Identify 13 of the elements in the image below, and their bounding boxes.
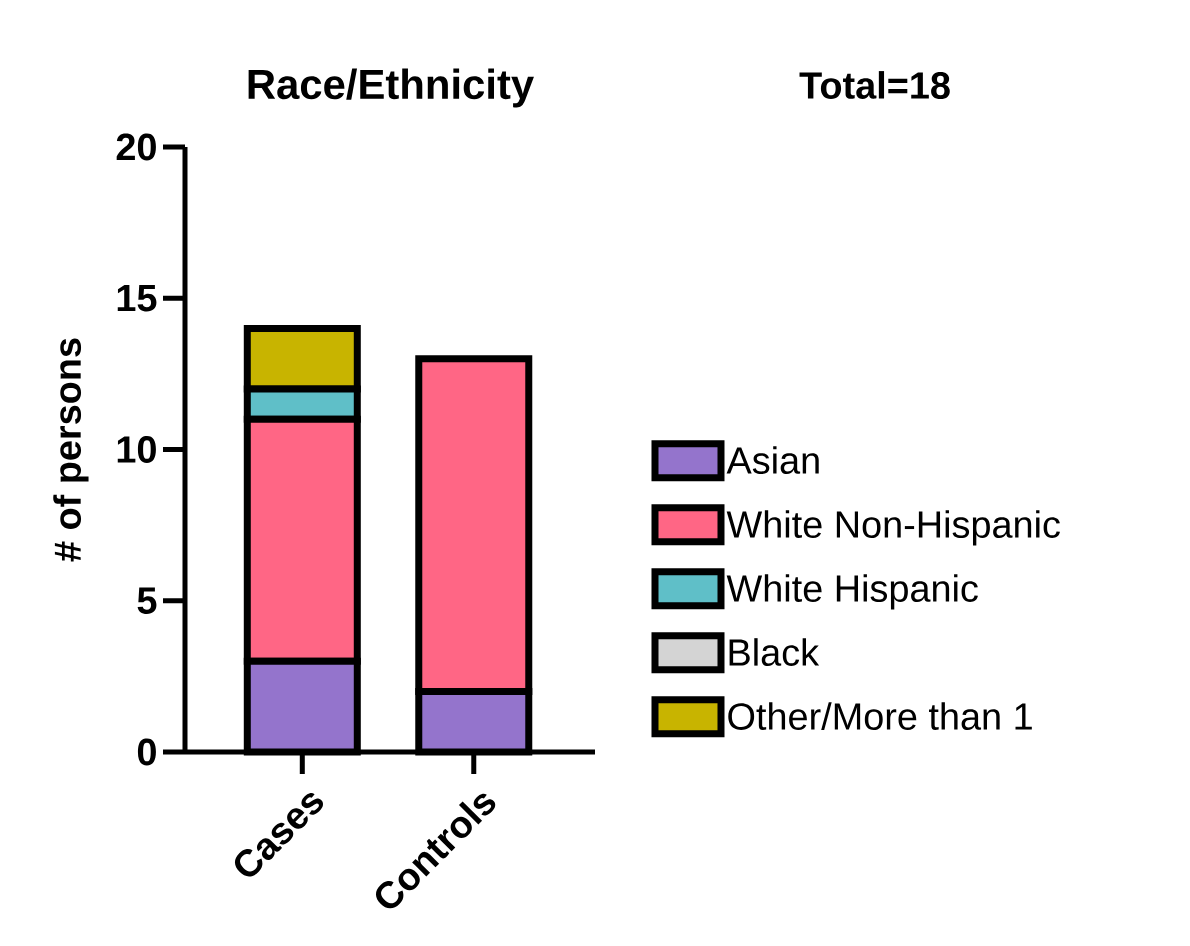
legend-label: White Non-Hispanic	[726, 510, 1060, 546]
text: Total=18	[799, 71, 950, 99]
chart-title: Race/Ethnicity	[248, 68, 534, 108]
y-tick-label: 5	[137, 587, 157, 614]
y-tick-label: 15	[117, 285, 157, 312]
legend-label: Other/More than 1	[728, 702, 1032, 730]
legend-label: Black	[729, 638, 820, 666]
y-tick-label: 10	[117, 436, 156, 463]
legend-label: White Hispanic	[726, 574, 978, 610]
legend-label: Asian	[726, 446, 819, 474]
y-tick-label: 0	[137, 738, 156, 766]
y-tick-label: 20	[116, 133, 156, 161]
y-axis-title: # of persons	[53, 338, 89, 562]
